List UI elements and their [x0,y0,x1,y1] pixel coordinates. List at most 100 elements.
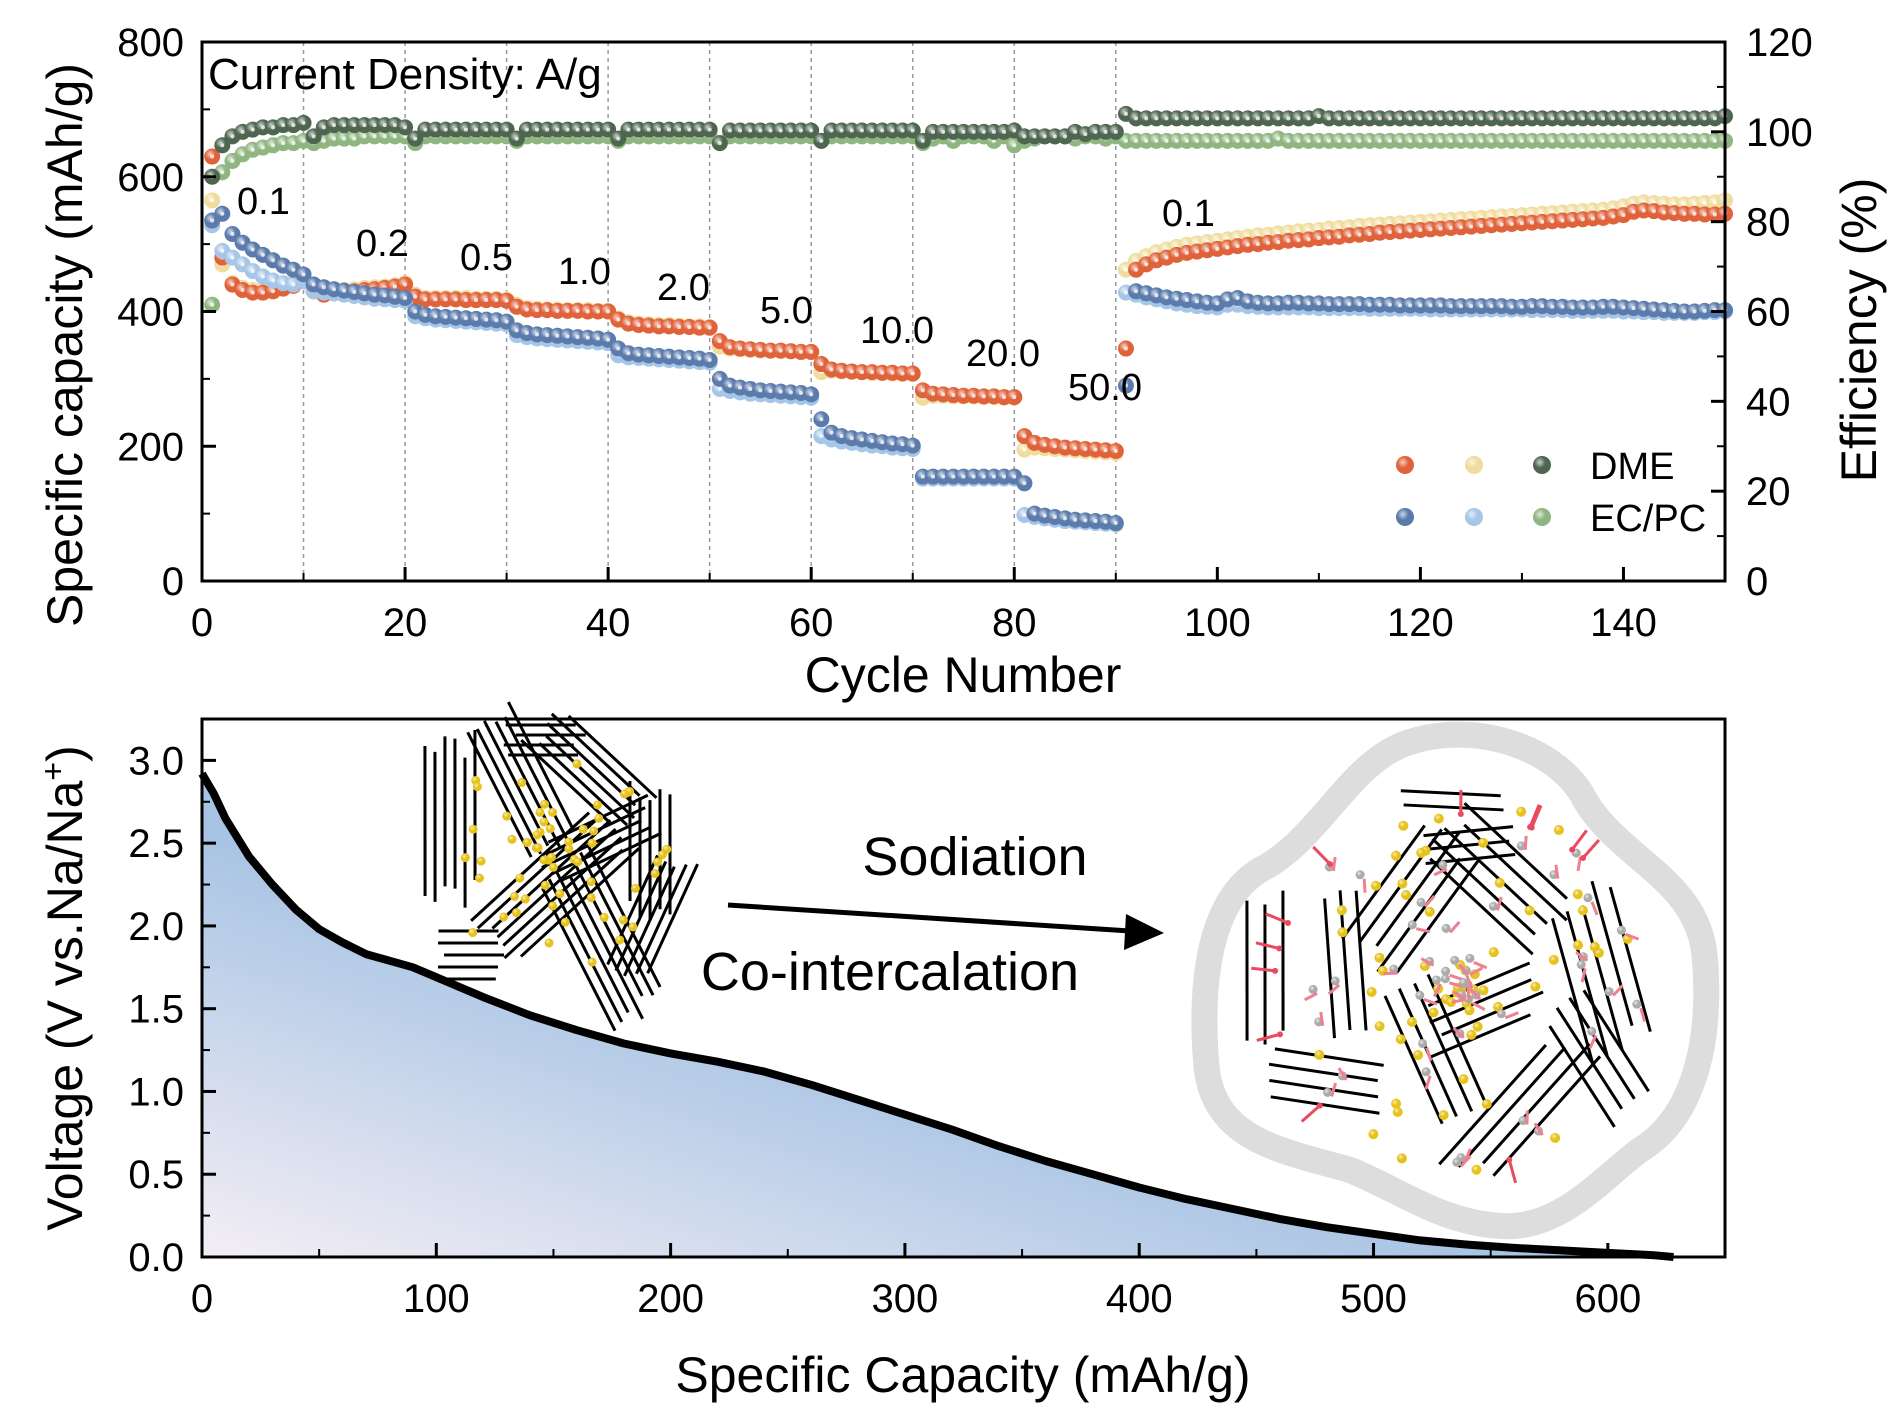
data-point-highlight [413,309,418,314]
data-point-highlight [768,389,773,394]
data-point-highlight [1580,305,1585,310]
graphene-layer [568,875,644,1020]
data-point-highlight [1662,138,1667,143]
data-point-highlight [271,289,276,294]
data-point-highlight [1347,302,1352,307]
data-point-highlight [1469,138,1474,143]
data-point-highlight [250,269,255,274]
data-point-highlight [1022,481,1027,486]
data-point-highlight [616,136,621,141]
data-point-highlight [1276,116,1281,121]
data-point-highlight [1448,138,1453,143]
data-point-highlight [1032,440,1037,445]
graphene-layer [614,860,668,972]
data-point-highlight [321,125,326,130]
data-point-highlight [920,388,925,393]
solvent-molecule [1450,955,1460,965]
data-point-highlight [1509,304,1514,309]
data-point-highlight [991,394,996,399]
data-point-highlight [220,211,225,216]
graphene-layer [482,720,550,847]
sodium-ion [1530,981,1541,992]
data-point-highlight [778,348,783,353]
data-point-highlight [1184,250,1189,255]
data-point-highlight [1601,215,1606,220]
insertion-arrow [1570,829,1588,851]
data-point-highlight [991,138,996,143]
data-point-highlight [514,328,519,333]
graphene-layer [646,863,699,974]
data-point-highlight [1712,200,1717,205]
data-point-highlight [890,441,895,446]
data-point-highlight [1702,201,1707,206]
data-point-highlight [920,138,925,143]
data-point-highlight [1530,220,1535,225]
sodium-ion [1589,941,1600,952]
data-point-highlight [484,298,489,303]
data-point-highlight [778,128,783,133]
data-point-highlight [1479,223,1484,228]
solvent-bond [1471,1001,1486,1011]
data-point-highlight [687,127,692,132]
data-point-highlight [1002,474,1007,479]
insertion-arrow [1507,1159,1518,1184]
data-point-highlight [1367,138,1372,143]
rate-labels: 0.1 0.2 0.5 1.0 2.0 5.0 10.0 20.0 50.0 0.1 [237,181,1215,409]
data-point-highlight [1042,513,1047,518]
data-point-highlight [1662,210,1667,215]
data-point-highlight [880,128,885,133]
data-point-highlight [1144,116,1149,121]
data-point-highlight [463,127,468,132]
data-point-highlight [1489,223,1494,228]
data-point-highlight [301,120,306,125]
data-point-highlight [1682,138,1687,143]
data-point-highlight [555,333,560,338]
data-point-highlight [961,474,966,479]
data-point-highlight [392,284,397,289]
data-point-highlight [575,308,580,313]
data-point-highlight [1205,138,1210,143]
data-point-highlight [1012,474,1017,479]
insertion-arrow-head [1276,945,1283,952]
x-tick-label: 120 [1387,601,1454,645]
solvent-bond [1473,960,1488,970]
data-point-highlight [1672,308,1677,313]
solvent-molecule [1438,860,1448,870]
data-point-highlight [281,123,286,128]
sodium-ion [507,834,517,844]
data-point-highlight [1093,129,1098,134]
sodiation-label: Sodiation [862,827,1087,887]
data-point-highlight [870,438,875,443]
data-point-highlight [697,325,702,330]
data-point-highlight [1276,136,1281,141]
data-point-highlight [1022,134,1027,139]
sodium-ion [630,883,640,893]
solvent-molecule [1431,975,1441,985]
data-point-highlight [859,128,864,133]
graphene-layer [1376,857,1462,973]
graphene-layer [579,851,655,996]
data-point-highlight [230,255,235,260]
rate-label: 5.0 [760,290,813,332]
data-point-highlight [1306,116,1311,121]
sodium-ion [522,837,532,847]
data-point-highlight [545,127,550,132]
data-point-highlight [271,258,276,263]
data-point-highlight [210,154,215,159]
data-point-highlight [1174,138,1179,143]
data-point-highlight [1347,116,1352,121]
data-point-highlight [1438,138,1443,143]
data-point-highlight [1316,301,1321,306]
data-point-highlight [291,282,296,287]
data-point-highlight [1357,232,1362,237]
data-point-highlight [1154,138,1159,143]
solvent-bond [1362,878,1367,893]
data-point-highlight [1113,448,1118,453]
data-point-highlight [748,128,753,133]
data-point-highlight [220,143,225,148]
graphene-layer [519,847,640,958]
data-point-highlight [1672,211,1677,216]
insertion-arrow-head [1506,1156,1513,1163]
data-point-highlight [372,134,377,139]
y2-axis-title: Efficiency (%) [1831,178,1887,483]
